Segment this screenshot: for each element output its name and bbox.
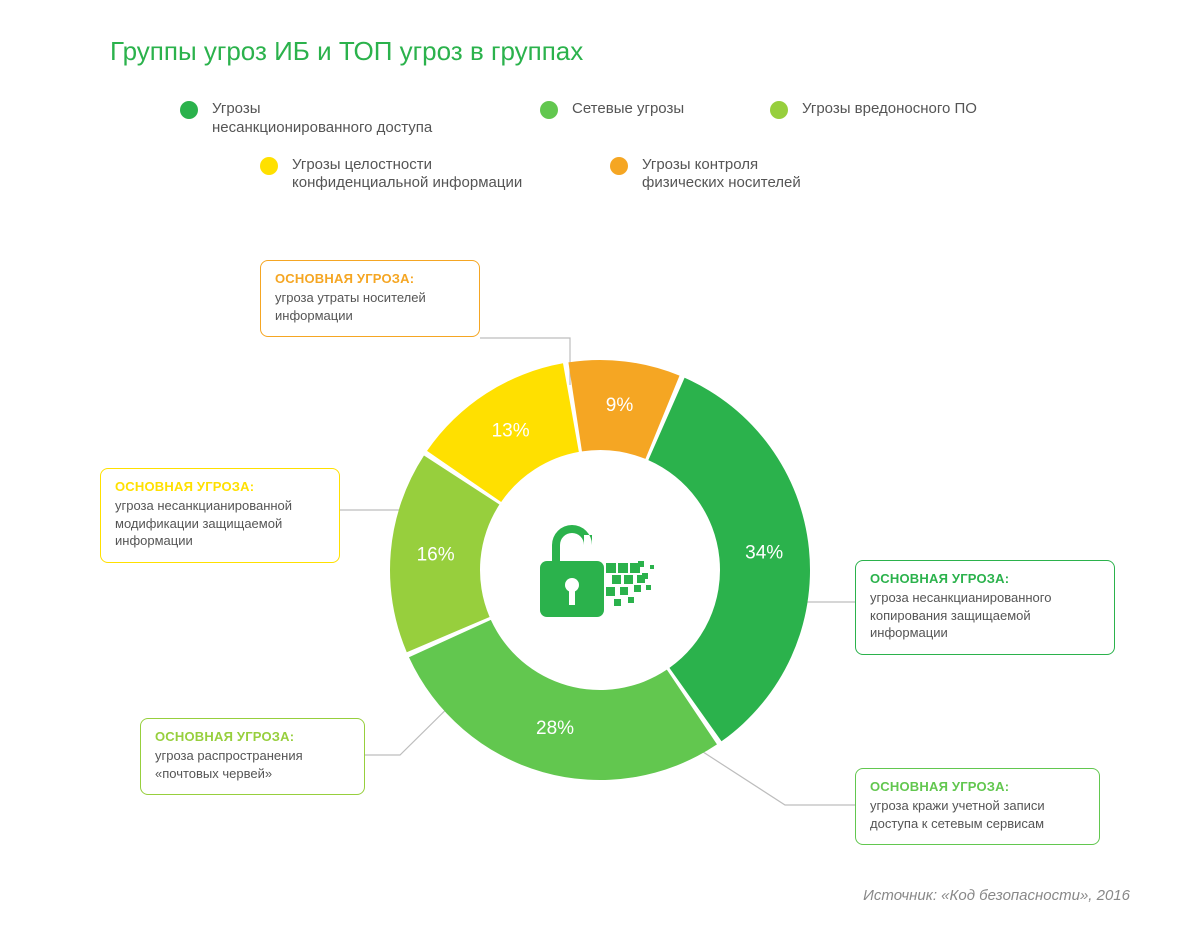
callout-desc: угроза утраты носителей информации	[275, 289, 465, 324]
legend-label: Угрозы вредоносного ПО	[802, 100, 977, 119]
callout-box: ОСНОВНАЯ УГРОЗА: угроза распространения «…	[140, 718, 365, 795]
callout-box: ОСНОВНАЯ УГРОЗА: угроза несанкцианированн…	[100, 468, 340, 563]
legend-item: Угрозы вредоносного ПО	[770, 100, 1050, 138]
slice-percent-label: 9%	[606, 395, 634, 416]
legend-item: Угрозы целостностиконфиденциальной инфор…	[260, 156, 610, 194]
legend-dot	[610, 157, 628, 175]
legend-item: Сетевые угрозы	[540, 100, 770, 138]
callout-desc: угроза несанкцианированной модификации з…	[115, 497, 325, 550]
legend-label: Угрозы целостностиконфиденциальной инфор…	[292, 156, 522, 194]
page-title: Группы угроз ИБ и ТОП угроз в группах	[110, 36, 583, 67]
legend-row: Угрозы целостностиконфиденциальной инфор…	[180, 156, 1100, 194]
legend-dot	[770, 101, 788, 119]
slice-percent-label: 34%	[745, 542, 783, 563]
callout-title: ОСНОВНАЯ УГРОЗА:	[870, 571, 1100, 586]
callout-box: ОСНОВНАЯ УГРОЗА: угроза несанкцианированн…	[855, 560, 1115, 655]
donut-chart: 34% 28% 16% 13% 9%	[370, 340, 830, 800]
legend-item: Угрозынесанкционированного доступа	[180, 100, 540, 138]
callout-desc: угроза распространения «почтовых червей»	[155, 747, 350, 782]
legend-label: Сетевые угрозы	[572, 100, 684, 119]
legend: Угрозынесанкционированного доступа Сетевы…	[180, 100, 1100, 211]
slice-percent-label: 16%	[417, 545, 455, 566]
legend-item: Угрозы контроляфизических носителей	[610, 156, 910, 194]
callout-title: ОСНОВНАЯ УГРОЗА:	[115, 479, 325, 494]
callout-box: ОСНОВНАЯ УГРОЗА: угроза утраты носителей …	[260, 260, 480, 337]
legend-label: Угрозы контроляфизических носителей	[642, 156, 801, 194]
page: Группы угроз ИБ и ТОП угроз в группах Уг…	[0, 0, 1200, 934]
callout-title: ОСНОВНАЯ УГРОЗА:	[870, 779, 1085, 794]
legend-label: Угрозынесанкционированного доступа	[212, 100, 432, 138]
callout-desc: угроза несанкцианированного копирования …	[870, 589, 1100, 642]
legend-dot	[260, 157, 278, 175]
legend-row: Угрозынесанкционированного доступа Сетевы…	[180, 100, 1100, 138]
legend-dot	[180, 101, 198, 119]
callout-title: ОСНОВНАЯ УГРОЗА:	[155, 729, 350, 744]
source-caption: Источник: «Код безопасности», 2016	[863, 887, 1130, 904]
legend-dot	[540, 101, 558, 119]
slice-percent-label: 13%	[492, 420, 530, 441]
callout-title: ОСНОВНАЯ УГРОЗА:	[275, 271, 465, 286]
callout-desc: угроза кражи учетной записи доступа к се…	[870, 797, 1085, 832]
callout-box: ОСНОВНАЯ УГРОЗА: угроза кражи учетной зап…	[855, 768, 1100, 845]
slice-percent-label: 28%	[536, 718, 574, 739]
